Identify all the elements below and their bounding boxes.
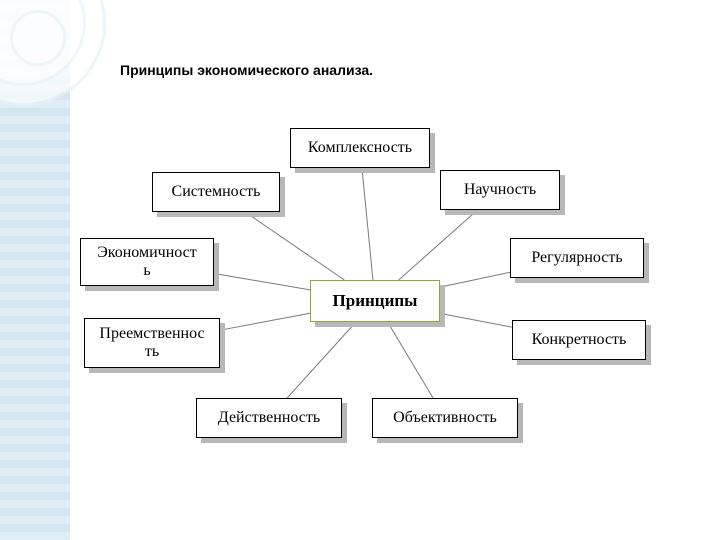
diagram-node: Объективность (372, 398, 518, 438)
diagram-node: Регулярность (510, 238, 644, 278)
diagram-center-node: Принципы (310, 280, 440, 322)
diagram-node: Комплексность (290, 128, 430, 168)
diagram-edge (399, 210, 478, 280)
diagram-node: Экономичност ь (80, 238, 214, 286)
diagram-edge (245, 212, 344, 280)
diagram-node: Действенность (196, 398, 342, 438)
slide: Принципы экономического анализа. Комплек… (0, 0, 720, 540)
diagram-edge (287, 322, 356, 398)
diagram-edge (440, 272, 510, 287)
diagram-edge (440, 313, 512, 327)
diagram-edge (388, 322, 433, 398)
diagram-node: Преемственнос ть (84, 318, 220, 368)
diagram-edge (362, 168, 373, 280)
corner-circle-icon (10, 10, 66, 66)
page-title: Принципы экономического анализа. (120, 62, 373, 78)
principles-diagram: КомплексностьСистемность Научность Экономи… (80, 120, 680, 500)
diagram-edge (214, 273, 310, 289)
diagram-node: Научность (440, 170, 560, 210)
diagram-node: Конкретность (512, 320, 646, 360)
diagram-node: Системность (152, 172, 280, 212)
diagram-edge (220, 313, 310, 330)
